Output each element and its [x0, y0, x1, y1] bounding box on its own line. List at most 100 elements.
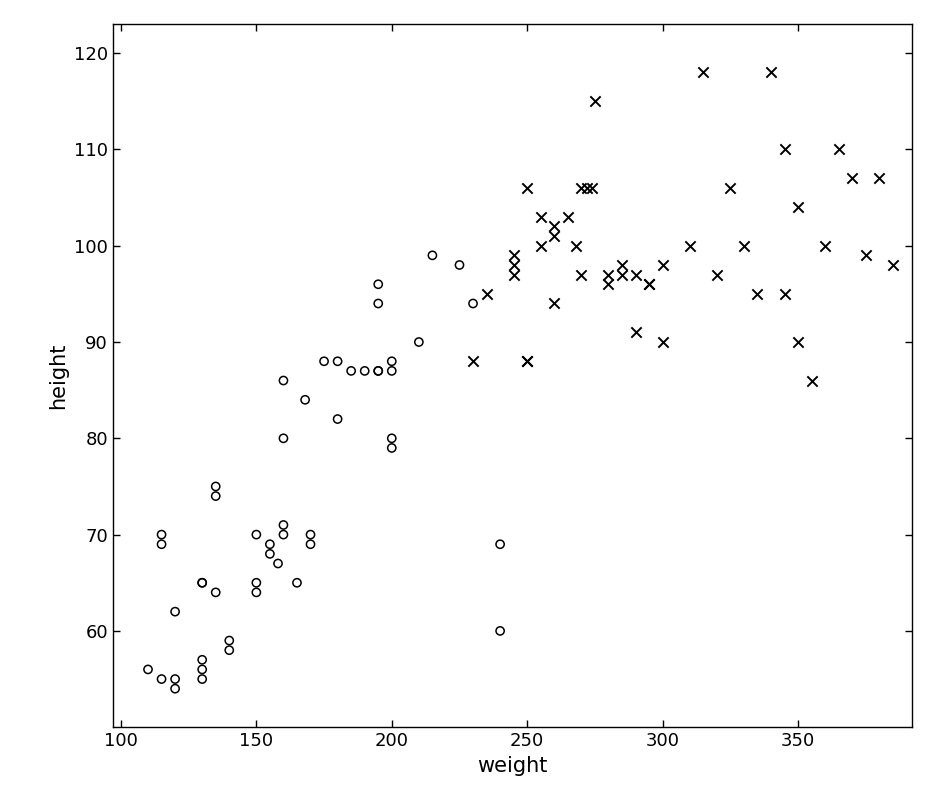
Point — [506, 249, 521, 262]
Point — [547, 229, 562, 242]
Point — [262, 547, 277, 560]
Point — [271, 557, 286, 570]
Point — [682, 239, 697, 252]
Point — [330, 355, 345, 368]
Point — [615, 259, 630, 271]
Point — [736, 239, 751, 252]
Point — [710, 268, 725, 281]
Point — [804, 374, 819, 387]
Point — [222, 644, 237, 657]
Point — [845, 172, 860, 185]
Point — [154, 538, 169, 551]
Point — [412, 335, 427, 348]
Point — [533, 239, 548, 252]
Point — [493, 625, 508, 638]
Point — [573, 182, 588, 195]
Point — [208, 480, 223, 493]
Point — [290, 576, 305, 589]
Point — [140, 663, 155, 675]
Point — [723, 182, 738, 195]
Point — [465, 297, 480, 310]
Point — [370, 364, 385, 377]
Point — [479, 288, 494, 301]
Point — [276, 374, 291, 387]
Point — [384, 431, 400, 444]
Point — [195, 672, 210, 685]
Point — [858, 249, 873, 262]
Point — [262, 538, 277, 551]
Point — [750, 288, 765, 301]
Point — [452, 259, 467, 271]
Point — [208, 586, 223, 599]
Point — [167, 672, 182, 685]
Point — [154, 672, 169, 685]
Point — [628, 326, 643, 339]
Point — [601, 278, 616, 291]
Point — [249, 528, 264, 541]
Point — [696, 66, 711, 79]
Point — [791, 335, 806, 348]
Point — [208, 490, 223, 503]
Point — [298, 393, 313, 406]
Point — [370, 278, 385, 291]
Point — [303, 538, 318, 551]
Point — [506, 268, 521, 281]
Point — [569, 239, 584, 252]
Point — [547, 220, 562, 233]
Point — [370, 364, 385, 377]
Point — [777, 143, 792, 156]
Point — [154, 528, 169, 541]
Point — [777, 288, 792, 301]
Point — [588, 95, 603, 107]
Point — [615, 268, 630, 281]
Point — [249, 586, 264, 599]
Point — [547, 297, 562, 310]
Point — [222, 634, 237, 647]
Point — [585, 182, 600, 195]
Point — [763, 66, 778, 79]
Point — [384, 364, 400, 377]
Point — [642, 278, 657, 291]
Point — [885, 259, 901, 271]
Point — [628, 268, 643, 281]
Point — [303, 528, 318, 541]
Point — [506, 259, 521, 271]
Point — [520, 355, 535, 368]
Point — [276, 519, 291, 532]
Point — [370, 297, 385, 310]
Point — [871, 172, 886, 185]
Y-axis label: height: height — [48, 343, 69, 409]
Point — [384, 355, 400, 368]
X-axis label: weight: weight — [478, 755, 547, 776]
Point — [167, 605, 182, 618]
Point — [195, 654, 210, 667]
Point — [573, 268, 588, 281]
Point — [560, 210, 575, 223]
Point — [195, 663, 210, 675]
Point — [167, 682, 182, 695]
Point — [195, 576, 210, 589]
Point — [195, 576, 210, 589]
Point — [831, 143, 846, 156]
Point — [330, 413, 345, 426]
Point — [249, 576, 264, 589]
Point — [344, 364, 359, 377]
Point — [818, 239, 833, 252]
Point — [579, 182, 594, 195]
Point — [465, 355, 480, 368]
Point — [276, 431, 291, 444]
Point — [384, 441, 400, 454]
Point — [520, 355, 535, 368]
Point — [655, 259, 670, 271]
Point — [655, 335, 670, 348]
Point — [601, 268, 616, 281]
Point — [791, 200, 806, 213]
Point — [533, 210, 548, 223]
Point — [357, 364, 372, 377]
Point — [520, 182, 535, 195]
Point — [276, 528, 291, 541]
Point — [425, 249, 440, 262]
Point — [317, 355, 332, 368]
Point — [642, 278, 657, 291]
Point — [493, 538, 508, 551]
